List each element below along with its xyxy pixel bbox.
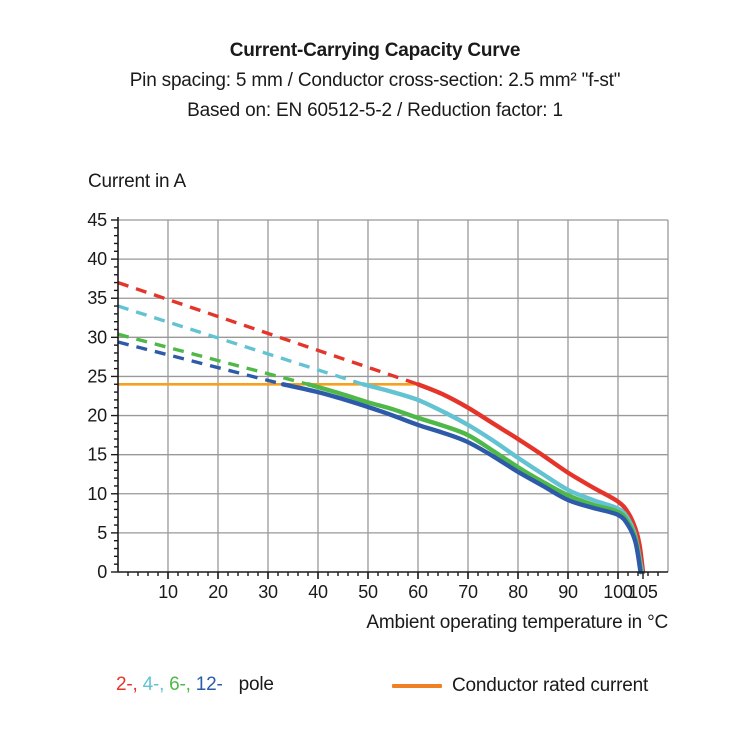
derating-dashed-2-pole (117, 280, 419, 386)
svg-text:5: 5 (97, 523, 107, 543)
svg-text:15: 15 (87, 445, 107, 465)
y-axis-title: Current in A (88, 171, 186, 192)
legend-pole-item: 12- (195, 674, 223, 695)
legend-pole-item: 2-, (116, 674, 138, 695)
svg-text:60: 60 (408, 582, 428, 602)
svg-text:105: 105 (628, 582, 658, 602)
derating-dashed-12-pole (117, 340, 284, 386)
svg-text:35: 35 (87, 288, 107, 308)
legend-pole-item: 4-, (142, 674, 165, 695)
svg-text:20: 20 (208, 582, 228, 602)
svg-text:10: 10 (87, 484, 107, 504)
legend-pole-items: 2-, 4-, 6-, 12- (116, 674, 228, 695)
rated-current-line-swatch (392, 684, 442, 688)
chart-subtitle-spec: Pin spacing: 5 mm / Conductor cross-sect… (129, 70, 621, 91)
svg-text:10: 10 (158, 582, 178, 602)
legend-pole-counts: 2-, 4-, 6-, 12- pole (116, 674, 279, 696)
title-block: Current-Carrying Capacity Curve Pin spac… (0, 36, 750, 126)
svg-text:25: 25 (87, 366, 107, 386)
svg-text:30: 30 (87, 327, 107, 347)
legend-rated-current: Conductor rated current (392, 674, 648, 698)
capacity-curve-12-pole (280, 382, 643, 575)
capacity-curve-6-pole (305, 382, 644, 575)
svg-text:30: 30 (258, 582, 278, 602)
derating-dashed-4-pole (117, 304, 364, 386)
legend-pole-item: 6-, (169, 674, 191, 695)
svg-text:40: 40 (308, 582, 328, 602)
svg-text:90: 90 (558, 582, 578, 602)
svg-text:70: 70 (458, 582, 478, 602)
legend-pole-suffix: pole (238, 674, 274, 695)
chart-subtitle-standard: Based on: EN 60512-5-2 / Reduction facto… (187, 100, 563, 121)
svg-text:20: 20 (87, 406, 107, 426)
svg-text:40: 40 (87, 249, 107, 269)
svg-text:100: 100 (603, 582, 633, 602)
svg-text:45: 45 (87, 210, 107, 230)
svg-text:0: 0 (97, 562, 107, 582)
derating-dashed-6-pole (117, 332, 309, 386)
svg-text:50: 50 (358, 582, 378, 602)
rated-current-label: Conductor rated current (452, 675, 649, 696)
x-axis-title: Ambient operating temperature in °C (366, 612, 668, 633)
chart-title: Current-Carrying Capacity Curve (229, 40, 521, 61)
svg-text:80: 80 (508, 582, 528, 602)
capacity-curve-2-pole (415, 382, 646, 575)
